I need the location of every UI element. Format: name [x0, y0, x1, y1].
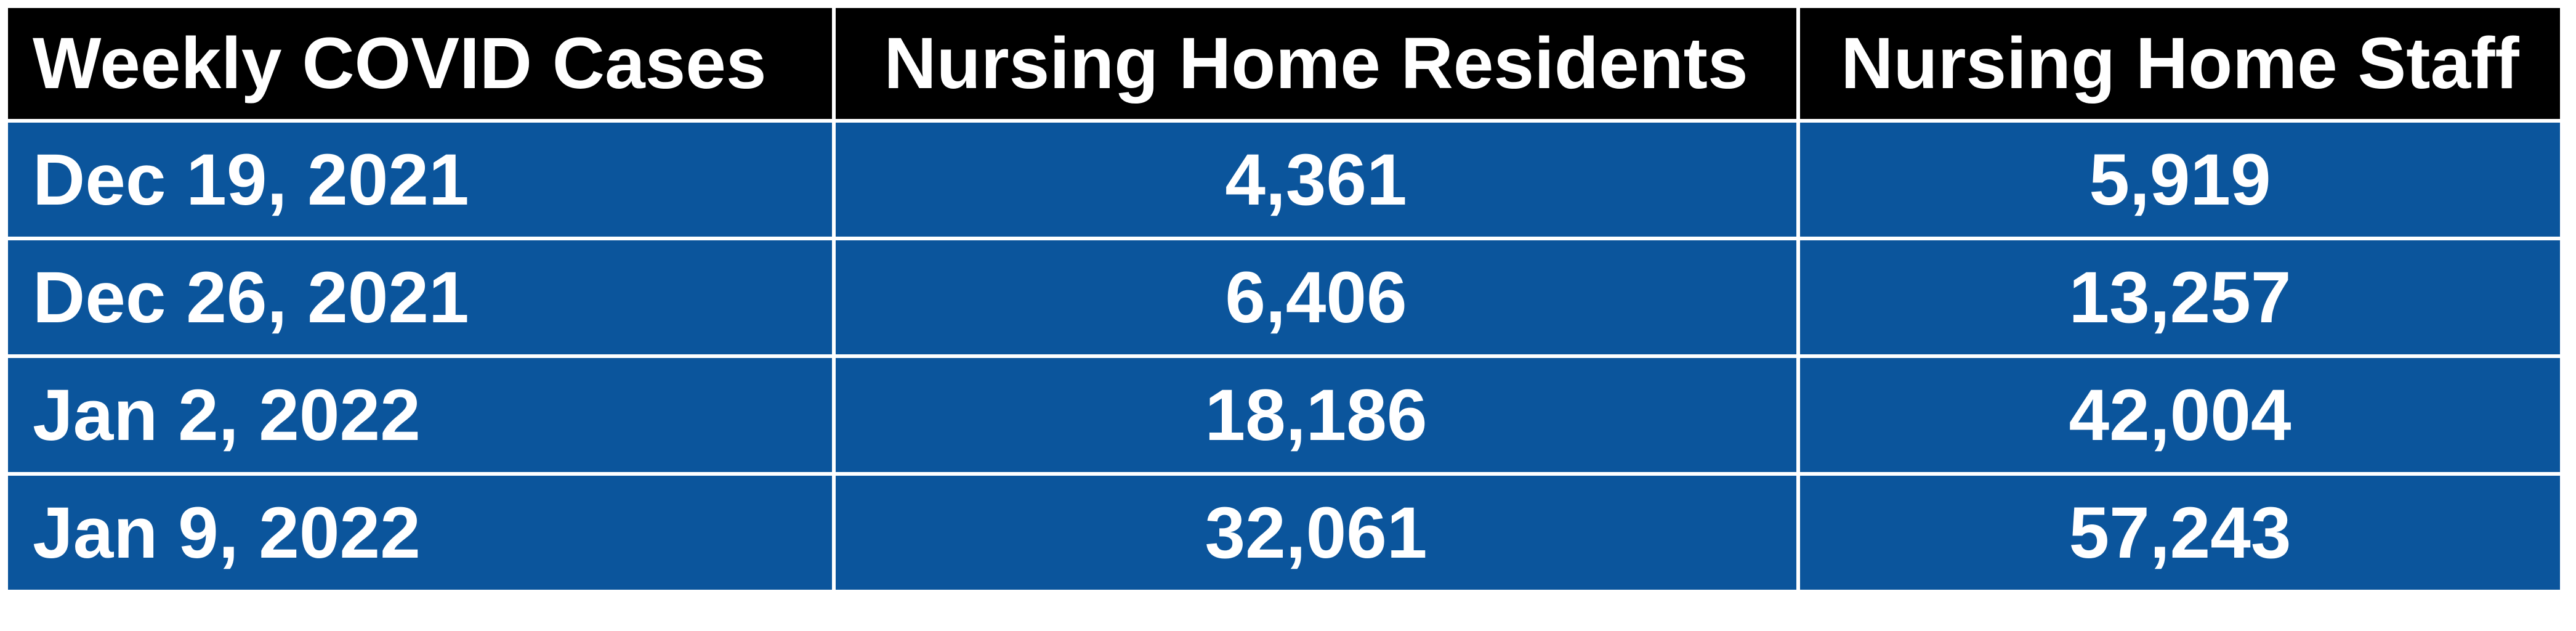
row-label: Dec 26, 2021	[8, 240, 832, 354]
header-cell: Nursing Home Residents	[836, 8, 1796, 119]
data-cell: 57,243	[1800, 476, 2560, 590]
data-cell: 32,061	[836, 476, 1796, 590]
data-cell: 6,406	[836, 240, 1796, 354]
row-label: Dec 19, 2021	[8, 123, 832, 237]
data-cell: 5,919	[1800, 123, 2560, 237]
row-label: Jan 2, 2022	[8, 358, 832, 472]
data-cell: 13,257	[1800, 240, 2560, 354]
data-cell: 4,361	[836, 123, 1796, 237]
row-label: Jan 9, 2022	[8, 476, 832, 590]
table: Weekly COVID Cases Nursing Home Residents…	[8, 8, 2560, 590]
data-cell: 18,186	[836, 358, 1796, 472]
header-cell: Weekly COVID Cases	[8, 8, 832, 119]
header-cell: Nursing Home Staff	[1800, 8, 2560, 119]
data-cell: 42,004	[1800, 358, 2560, 472]
